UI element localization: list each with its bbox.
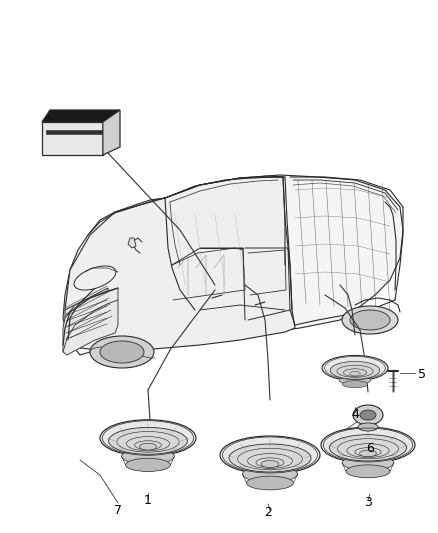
Text: 2: 2 bbox=[264, 505, 272, 519]
Text: 7: 7 bbox=[114, 504, 122, 516]
Ellipse shape bbox=[100, 420, 196, 456]
Text: 5: 5 bbox=[418, 368, 426, 382]
Ellipse shape bbox=[90, 336, 154, 368]
Polygon shape bbox=[42, 110, 120, 122]
Polygon shape bbox=[65, 288, 108, 348]
Polygon shape bbox=[103, 110, 120, 155]
Text: 6: 6 bbox=[366, 441, 374, 455]
Text: 1: 1 bbox=[144, 494, 152, 506]
Polygon shape bbox=[128, 238, 136, 248]
Polygon shape bbox=[42, 122, 103, 155]
Ellipse shape bbox=[261, 461, 279, 467]
Ellipse shape bbox=[229, 444, 311, 472]
Ellipse shape bbox=[100, 341, 144, 363]
Ellipse shape bbox=[122, 448, 174, 464]
Ellipse shape bbox=[342, 455, 394, 471]
Ellipse shape bbox=[126, 458, 170, 472]
Ellipse shape bbox=[358, 423, 378, 431]
Ellipse shape bbox=[247, 476, 293, 490]
Ellipse shape bbox=[109, 427, 187, 454]
Ellipse shape bbox=[360, 410, 376, 420]
Polygon shape bbox=[63, 288, 118, 355]
Ellipse shape bbox=[321, 427, 415, 463]
Ellipse shape bbox=[343, 381, 367, 387]
Ellipse shape bbox=[74, 266, 116, 290]
Ellipse shape bbox=[350, 372, 360, 376]
Ellipse shape bbox=[339, 376, 371, 385]
Ellipse shape bbox=[243, 466, 297, 482]
Ellipse shape bbox=[139, 443, 157, 450]
Polygon shape bbox=[65, 177, 295, 352]
Ellipse shape bbox=[329, 434, 406, 461]
Bar bbox=[46, 130, 102, 134]
Polygon shape bbox=[63, 175, 403, 355]
Ellipse shape bbox=[353, 405, 383, 425]
Ellipse shape bbox=[322, 356, 388, 381]
Ellipse shape bbox=[346, 465, 390, 478]
Ellipse shape bbox=[220, 436, 320, 474]
Ellipse shape bbox=[342, 306, 398, 334]
Text: 3: 3 bbox=[364, 496, 372, 508]
Ellipse shape bbox=[350, 310, 390, 330]
Ellipse shape bbox=[330, 361, 380, 379]
Text: 4: 4 bbox=[351, 408, 359, 422]
Ellipse shape bbox=[360, 450, 376, 457]
